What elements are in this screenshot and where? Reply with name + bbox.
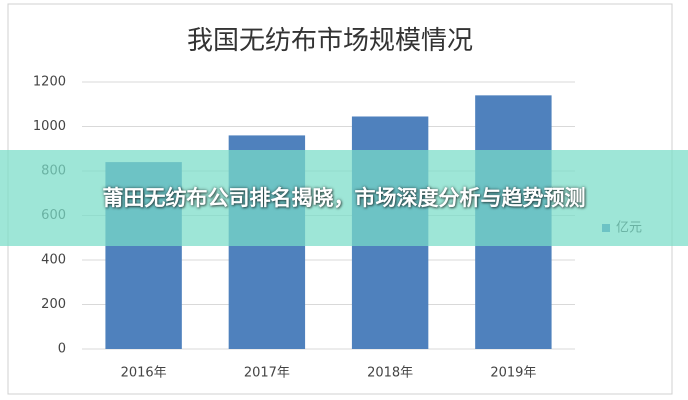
x-tick-label: 2018年	[367, 366, 413, 381]
x-tick-label: 2019年	[490, 366, 536, 381]
y-tick-label: 1000	[33, 119, 66, 134]
chart-title: 我国无纺布市场规模情况	[187, 26, 473, 56]
y-tick-label: 200	[41, 297, 66, 312]
x-tick-label: 2017年	[244, 366, 290, 381]
y-tick-label: 400	[41, 253, 66, 268]
banner: 莆田无纺布公司排名揭晓，市场深度分析与趋势预测	[0, 150, 688, 246]
y-tick-label: 1200	[33, 75, 66, 90]
banner-text: 莆田无纺布公司排名揭晓，市场深度分析与趋势预测	[102, 186, 586, 210]
y-tick-label: 0	[58, 342, 66, 357]
x-tick-label: 2016年	[121, 366, 167, 381]
